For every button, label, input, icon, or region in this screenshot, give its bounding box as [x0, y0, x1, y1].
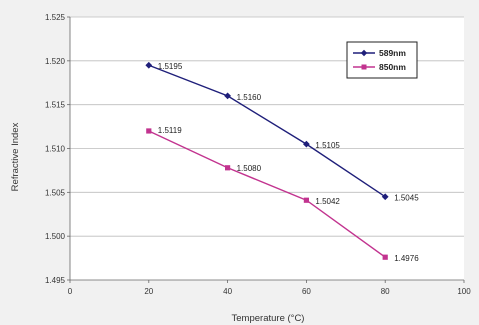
- data-label: 1.5160: [237, 93, 262, 102]
- x-axis-title: Temperature (°C): [232, 313, 305, 324]
- y-tick-label: 1.505: [45, 188, 66, 197]
- y-tick-label: 1.525: [45, 13, 66, 22]
- y-tick-label: 1.500: [45, 232, 66, 241]
- y-tick-label: 1.510: [45, 145, 66, 154]
- data-point: [146, 128, 152, 134]
- legend: 589nm 850nm: [346, 41, 418, 79]
- legend-marker: [361, 64, 367, 70]
- x-tick-label: 60: [302, 287, 311, 296]
- data-label: 1.5045: [394, 194, 419, 203]
- data-label: 1.5195: [158, 62, 183, 71]
- data-label: 1.5105: [315, 141, 340, 150]
- legend-label: 850nm: [379, 62, 406, 72]
- x-tick-label: 40: [223, 287, 232, 296]
- series-line-850nm: [148, 130, 386, 258]
- data-point: [303, 197, 309, 203]
- x-tick-label: 0: [68, 287, 73, 296]
- data-label: 1.5119: [158, 126, 182, 135]
- data-label: 1.5042: [315, 197, 340, 206]
- data-point: [224, 92, 231, 100]
- series-layer: [145, 61, 389, 260]
- data-label: 1.5080: [237, 164, 262, 173]
- data-point: [145, 61, 153, 69]
- y-tick-label: 1.520: [45, 57, 66, 66]
- data-point: [303, 140, 310, 148]
- y-axis-title: Refractive Index: [10, 122, 21, 191]
- x-tick-label: 100: [457, 287, 471, 296]
- legend-marker: [360, 49, 368, 57]
- data-point: [381, 193, 389, 201]
- x-tick-label: 80: [381, 287, 390, 296]
- data-label: 1.4976: [394, 254, 419, 263]
- data-point: [225, 165, 231, 171]
- x-tick-label: 20: [144, 287, 153, 296]
- data-point: [382, 254, 388, 260]
- series-line-589nm: [148, 64, 386, 198]
- y-tick-label: 1.495: [45, 276, 66, 285]
- labels-layer: 1.5195 1.5160 1.5105 1.5045 1.5119 1.5080 1.50…: [158, 62, 419, 263]
- y-tick-label: 1.515: [45, 101, 66, 110]
- axes-layer: 1.495 1.500 1.505 1.510 1.515 1.520 1.525 0 20 40…: [45, 13, 471, 296]
- legend-box: [346, 41, 418, 79]
- legend-label: 589nm: [379, 48, 406, 58]
